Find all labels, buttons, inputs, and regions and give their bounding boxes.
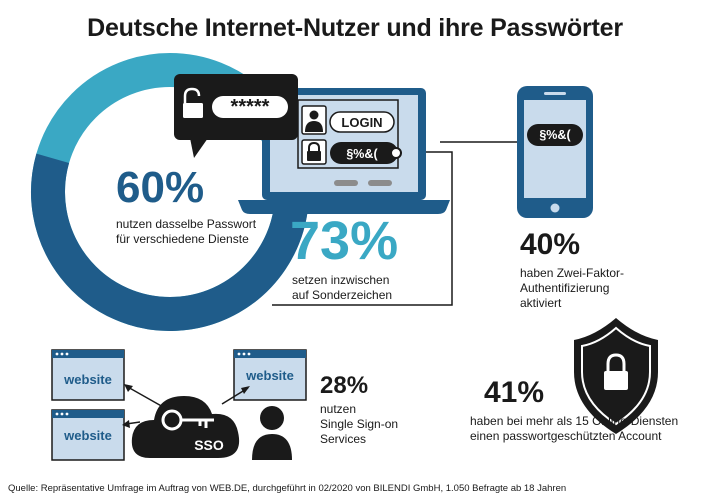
padlock-icon bbox=[301, 139, 327, 165]
cloud-key-icon bbox=[131, 396, 240, 458]
website-label: website bbox=[63, 372, 112, 387]
two-factor-text: haben Zwei-Faktor- Authentifizierung akt… bbox=[520, 266, 625, 310]
same-password-text: nutzen dasselbe Passwort für verschieden… bbox=[116, 217, 257, 246]
person-icon bbox=[252, 406, 292, 460]
same-password-value: 60% bbox=[116, 163, 205, 212]
user-icon bbox=[301, 105, 327, 135]
password-bubble bbox=[174, 74, 298, 158]
sso-text: nutzen Single Sign-on Services bbox=[320, 402, 399, 446]
laptop-password-text: §%&( bbox=[346, 147, 378, 161]
website-label: website bbox=[245, 368, 294, 383]
login-label: LOGIN bbox=[341, 115, 382, 130]
special-chars-value: 73% bbox=[290, 211, 399, 271]
website-label: website bbox=[63, 428, 112, 443]
password-field bbox=[330, 142, 398, 164]
ring-arc-60 bbox=[31, 144, 309, 331]
smartphone-icon bbox=[517, 86, 593, 218]
online-services-text: haben bei mehr als 15 Online-Diensten ei… bbox=[470, 414, 679, 443]
source-note: Quelle: Repräsentative Umfrage im Auftra… bbox=[8, 483, 567, 494]
login-field bbox=[329, 111, 395, 133]
browser-window-icon bbox=[51, 409, 125, 461]
shield-lock-icon bbox=[574, 318, 658, 434]
two-factor-value: 40% bbox=[520, 228, 581, 261]
browser-window-icon bbox=[233, 349, 307, 401]
online-services-value: 41% bbox=[484, 376, 545, 409]
padlock-icon bbox=[183, 87, 203, 118]
page-title: Deutsche Internet-Nutzer und ihre Passwö… bbox=[87, 14, 623, 42]
phone-password-text: §%&( bbox=[539, 128, 571, 142]
special-chars-text: setzen inzwischen auf Sonderzeichen bbox=[292, 273, 393, 302]
sso-label: SSO bbox=[194, 437, 224, 453]
sso-value: 28% bbox=[320, 372, 369, 399]
password-mask-text: ***** bbox=[231, 96, 270, 118]
browser-window-icon bbox=[51, 349, 125, 401]
